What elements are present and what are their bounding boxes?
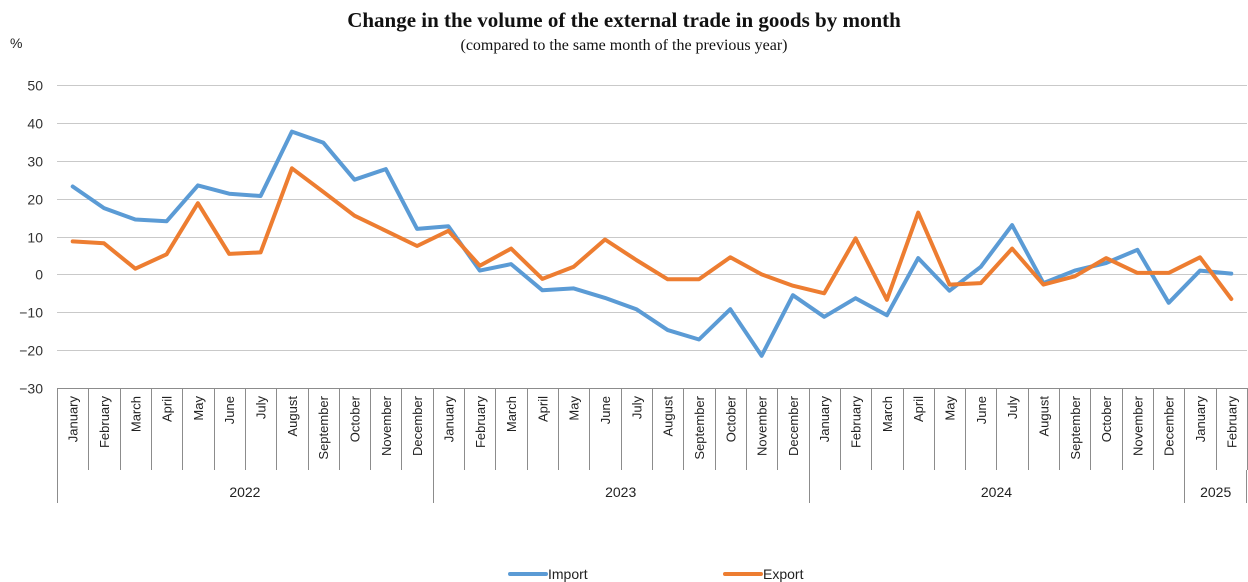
- month-label: May: [943, 396, 958, 421]
- y-tick-label: 50: [27, 78, 43, 94]
- month-label: September: [692, 395, 707, 459]
- gridlines: [57, 85, 1247, 351]
- month-label: December: [1162, 395, 1177, 456]
- year-label: 2022: [229, 484, 260, 500]
- year-label: 2024: [981, 484, 1012, 500]
- month-label: April: [535, 396, 550, 422]
- month-label: January: [1193, 396, 1208, 443]
- month-label: February: [97, 396, 112, 449]
- y-tick-label: 0: [35, 267, 43, 283]
- legend: Import Export: [508, 566, 804, 582]
- chart-title: Change in the volume of the external tra…: [347, 8, 901, 32]
- year-label: 2023: [605, 484, 636, 500]
- month-label: May: [567, 396, 582, 421]
- month-label: December: [410, 395, 425, 456]
- month-label: August: [1036, 396, 1051, 437]
- y-axis-unit: %: [10, 35, 23, 51]
- y-axis: 50 40 30 20 10 0 −10 −20 −30: [19, 78, 43, 397]
- month-label: July: [629, 396, 644, 420]
- month-label: January: [817, 396, 832, 443]
- legend-label-export: Export: [763, 566, 804, 582]
- y-tick-label: −20: [19, 343, 43, 359]
- y-tick-label: −30: [19, 381, 43, 397]
- month-label: February: [849, 396, 864, 449]
- month-label: May: [191, 396, 206, 421]
- month-label: February: [473, 396, 488, 449]
- legend-label-import: Import: [548, 566, 588, 582]
- x-axis: 2022 2023 2024 2025 January February March Apri…: [57, 388, 1248, 503]
- month-label: March: [504, 396, 519, 432]
- month-label: January: [66, 396, 81, 443]
- month-label: October: [723, 395, 738, 442]
- month-label: September: [316, 395, 331, 459]
- series-lines: [70, 129, 1234, 358]
- month-label: August: [661, 396, 676, 437]
- month-label: July: [254, 396, 269, 420]
- y-tick-label: 10: [27, 230, 43, 246]
- month-label: September: [1068, 395, 1083, 459]
- month-label: February: [1224, 396, 1239, 449]
- series-line-export: [70, 166, 1234, 302]
- month-label: November: [379, 395, 394, 456]
- y-tick-label: 20: [27, 192, 43, 208]
- month-label: October: [348, 395, 363, 442]
- month-label: March: [880, 396, 895, 432]
- month-label: July: [1005, 396, 1020, 420]
- month-label: November: [1130, 395, 1145, 456]
- y-tick-label: 30: [27, 154, 43, 170]
- month-label: June: [222, 396, 237, 424]
- month-label: November: [755, 395, 770, 456]
- year-label: 2025: [1200, 484, 1231, 500]
- chart-subtitle: (compared to the same month of the previ…: [460, 37, 788, 54]
- series-line-import: [70, 129, 1234, 358]
- month-label: August: [285, 396, 300, 437]
- y-tick-label: −10: [19, 305, 43, 321]
- month-label: December: [786, 395, 801, 456]
- month-label: April: [911, 396, 926, 422]
- y-tick-label: 40: [27, 116, 43, 132]
- month-label: October: [1099, 395, 1114, 442]
- month-label: June: [974, 396, 989, 424]
- month-label: June: [598, 396, 613, 424]
- month-label: January: [441, 396, 456, 443]
- month-label: March: [128, 396, 143, 432]
- month-label: April: [160, 396, 175, 422]
